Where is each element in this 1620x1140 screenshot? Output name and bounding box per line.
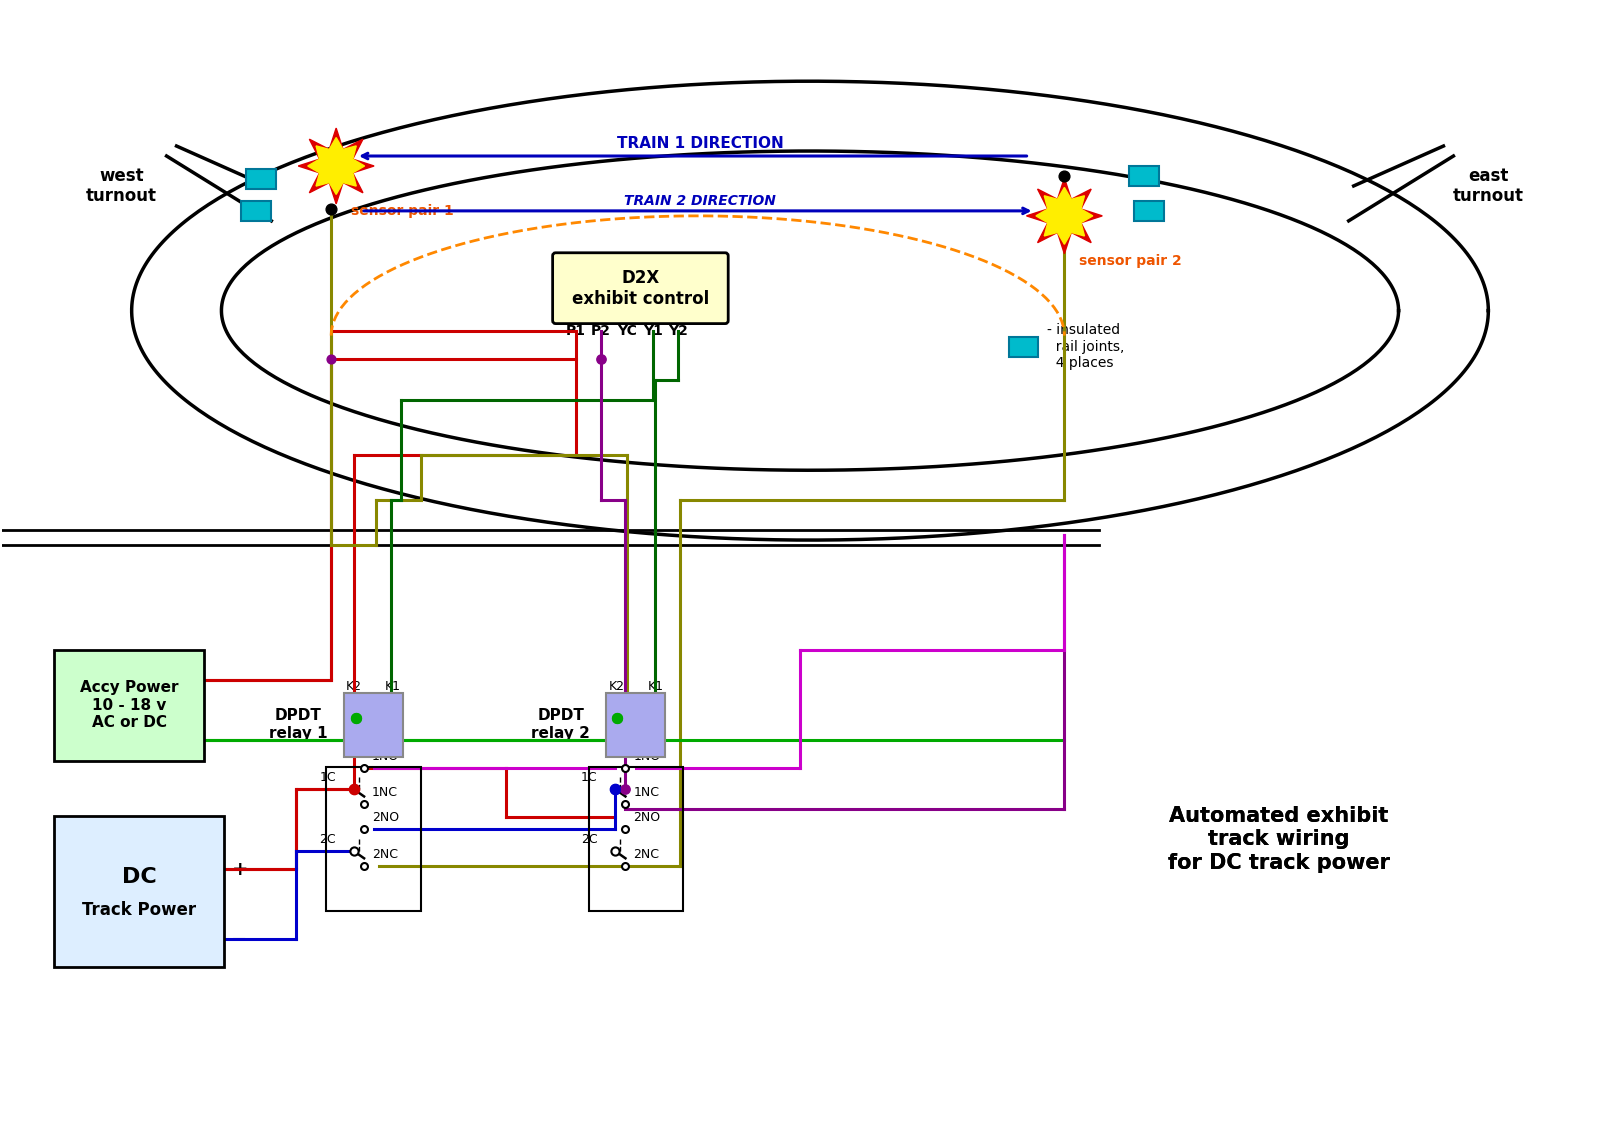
Point [342, 842, 368, 861]
Text: TRAIN 2 DIRECTION: TRAIN 2 DIRECTION [624, 194, 776, 207]
Text: D2X
exhibit control: D2X exhibit control [572, 269, 710, 308]
Text: P2: P2 [591, 324, 611, 337]
Point [343, 709, 369, 727]
FancyBboxPatch shape [241, 201, 271, 221]
FancyBboxPatch shape [552, 253, 729, 324]
Point [318, 200, 343, 218]
Bar [588, 766, 684, 911]
Point [603, 842, 629, 861]
Text: - insulated
  rail joints,
  4 places: - insulated rail joints, 4 places [1048, 324, 1124, 369]
FancyBboxPatch shape [606, 693, 666, 757]
Text: Automated exhibit
track wiring
for DC track power: Automated exhibit track wiring for DC tr… [1168, 806, 1390, 872]
Point [352, 796, 377, 814]
Point [612, 758, 638, 776]
Text: DPDT
relay 2: DPDT relay 2 [531, 708, 590, 741]
Text: Y1: Y1 [643, 324, 663, 337]
Point [343, 709, 369, 727]
FancyBboxPatch shape [1129, 166, 1160, 186]
Point [352, 758, 377, 776]
Text: 2NC: 2NC [373, 848, 399, 862]
Text: TRAIN 1 DIRECTION: TRAIN 1 DIRECTION [617, 136, 784, 150]
Text: YC: YC [617, 324, 637, 337]
FancyBboxPatch shape [53, 650, 204, 760]
Point [342, 781, 368, 799]
Text: 1NO: 1NO [373, 749, 399, 763]
Point [352, 821, 377, 839]
Text: sensor pair 2: sensor pair 2 [1079, 254, 1183, 268]
Text: 2C: 2C [582, 833, 598, 846]
Point [603, 781, 629, 799]
Text: K2: K2 [609, 681, 624, 693]
Text: east
turnout: east turnout [1453, 166, 1524, 205]
Text: DPDT
relay 1: DPDT relay 1 [269, 708, 327, 741]
Text: 2NO: 2NO [373, 812, 399, 824]
Text: Y2: Y2 [669, 324, 688, 337]
FancyBboxPatch shape [1134, 201, 1165, 221]
FancyBboxPatch shape [53, 816, 225, 967]
Text: K1: K1 [386, 681, 402, 693]
Text: K2: K2 [347, 681, 363, 693]
Point [603, 781, 629, 799]
Point [603, 781, 629, 799]
Text: 2C: 2C [319, 833, 337, 846]
Point [1051, 166, 1077, 185]
Polygon shape [1035, 187, 1094, 244]
FancyBboxPatch shape [246, 169, 277, 189]
Text: Accy Power
10 - 18 v
AC or DC: Accy Power 10 - 18 v AC or DC [79, 681, 178, 730]
Point [604, 709, 630, 727]
Text: sensor pair 1: sensor pair 1 [352, 204, 454, 218]
Point [612, 821, 638, 839]
Point [604, 709, 630, 727]
Point [612, 796, 638, 814]
Text: +: + [232, 860, 248, 879]
Point [318, 349, 343, 367]
Text: DC: DC [122, 866, 157, 887]
Point [588, 349, 614, 367]
FancyBboxPatch shape [343, 693, 403, 757]
Point [612, 857, 638, 876]
Text: 1NC: 1NC [373, 787, 399, 799]
Text: 1C: 1C [319, 772, 337, 784]
Text: 2NO: 2NO [633, 812, 661, 824]
Text: west
turnout: west turnout [86, 166, 157, 205]
Polygon shape [308, 138, 364, 195]
Text: P1: P1 [565, 324, 585, 337]
Text: −: − [232, 929, 248, 948]
Polygon shape [1027, 178, 1102, 254]
Text: 1NC: 1NC [633, 787, 659, 799]
Polygon shape [298, 128, 374, 204]
Point [352, 857, 377, 876]
Text: 1NO: 1NO [633, 749, 661, 763]
Text: Track Power: Track Power [83, 901, 196, 919]
Bar [326, 766, 421, 911]
FancyBboxPatch shape [1009, 336, 1038, 357]
Text: K1: K1 [648, 681, 663, 693]
Text: Automated exhibit
track wiring
for DC track power: Automated exhibit track wiring for DC tr… [1168, 806, 1390, 872]
Text: 1C: 1C [582, 772, 598, 784]
Text: 2NC: 2NC [633, 848, 659, 862]
Point [612, 781, 638, 799]
Point [342, 781, 368, 799]
